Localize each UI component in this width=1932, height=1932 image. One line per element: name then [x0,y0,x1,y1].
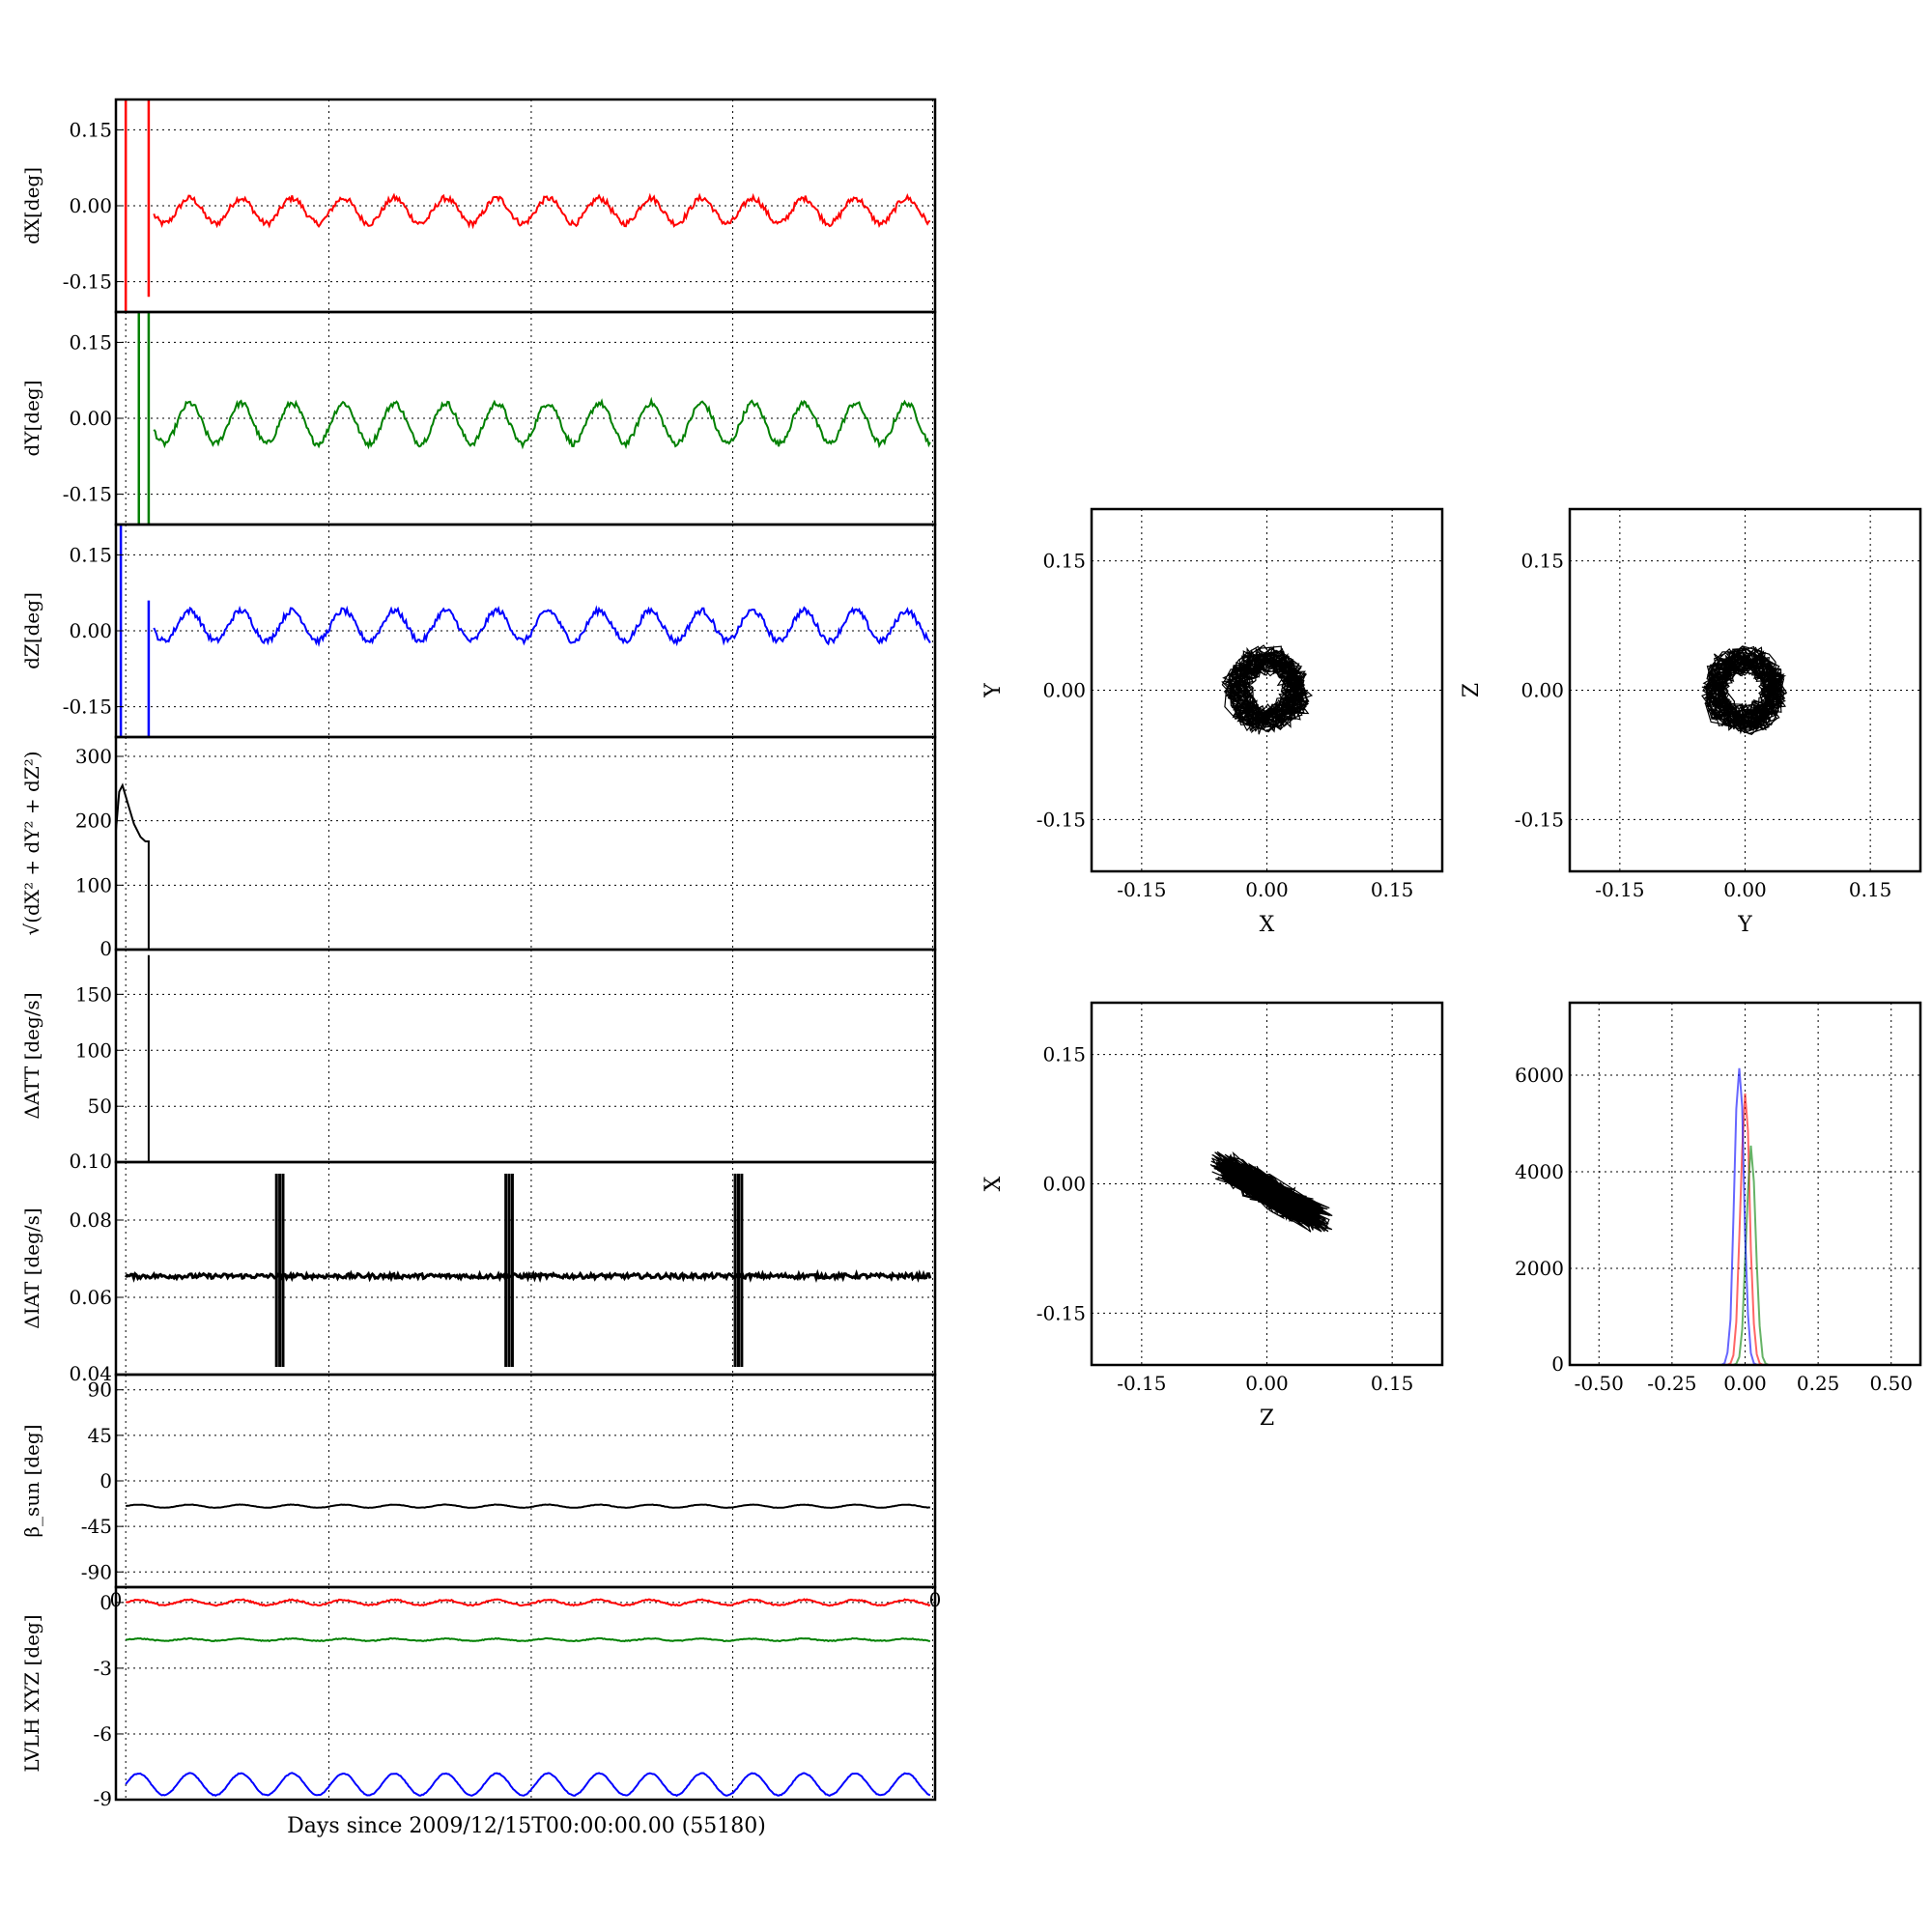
ytick-label-6-4: -90 [81,1560,112,1583]
scatter-ytick-0-0: -0.15 [1037,808,1086,831]
ytick-label-2-0: 0.15 [69,543,112,566]
hist-series-2 [1570,1067,1920,1366]
series-line-5-0 [124,1268,932,1283]
scatter-xtick-3-3: 0.25 [1797,1372,1840,1395]
ytick-label-5-2: 0.04 [69,1362,112,1385]
scatter-trace-1 [1701,645,1788,735]
scatter-xtick-1-2: 0.15 [1849,878,1892,901]
ytick-label-0-0: 0.15 [69,118,112,141]
scatter-trace-0 [1221,644,1314,735]
scatter-xtick-2-1: 0.00 [1245,1372,1289,1395]
series-line-2-0 [153,605,931,648]
ytick-label-1-2: -0.15 [63,483,112,506]
ytick-label-1-0: 0.15 [69,330,112,354]
panel-frame-7 [114,1585,937,1802]
scatter-ytick-2-1: 0.00 [1042,1173,1086,1196]
ytick-label-0-1: 0.00 [69,194,112,217]
time-axis-label: Days since 2009/12/15T00:00:00.00 (55180… [287,1814,766,1838]
ytick-label-3-0: 300 [75,745,112,768]
scatter-ytick-3-1: 4000 [1515,1160,1564,1183]
ylabel-panel-7: LVLH XYZ [deg] [20,1614,43,1772]
ytick-label-4-2: 50 [88,1094,112,1118]
ylabel-panel-2: dZ[deg] [20,592,43,669]
ytick-label-0-2: -0.15 [63,270,112,294]
xtick-label-last: 0 [929,1588,942,1611]
scatter-frame-1 [1568,507,1922,873]
ytick-label-5-1: 0.06 [69,1286,112,1309]
scatter-xtick-3-1: -0.25 [1647,1372,1696,1395]
panel-frame-4 [114,948,937,1164]
ylabel-panel-1: dY[deg] [20,380,43,456]
ytick-label-6-1: 45 [88,1424,112,1447]
scatter-ytick-0-1: 0.00 [1042,679,1086,702]
scatter-xtick-3-2: 0.00 [1723,1372,1767,1395]
ytick-label-6-3: -45 [81,1515,112,1538]
scatter-ytick-3-2: 2000 [1515,1257,1564,1280]
ytick-label-2-1: 0.00 [69,619,112,642]
scatter-ytick-0-2: 0.15 [1042,550,1086,573]
ytick-label-3-2: 100 [75,873,112,896]
ytick-label-1-1: 0.00 [69,407,112,430]
series-line-7-2 [125,1772,931,1798]
ylabel-panel-0: dX[deg] [20,167,43,244]
ytick-label-2-2: -0.15 [63,696,112,719]
scatter-xtick-0-1: 0.00 [1245,878,1289,901]
scatter-ytick-1-1: 0.00 [1520,679,1564,702]
scatter-xtick-2-0: -0.15 [1117,1372,1166,1395]
ytick-label-6-2: 0 [99,1469,112,1492]
series-line-1-0 [153,396,931,450]
scatter-xlabel-1: Y [1737,913,1752,937]
scatter-ytick-3-0: 6000 [1515,1064,1564,1087]
ytick-label-7-1: -3 [94,1657,112,1680]
series-line-3-0 [115,782,150,950]
scatter-frame-0 [1090,507,1444,873]
ytick-label-6-0: 90 [88,1378,112,1402]
scatter-xtick-1-0: -0.15 [1595,878,1644,901]
scatter-xtick-0-2: 0.15 [1371,878,1414,901]
scatter-ylabel-0: Y [981,683,1006,698]
scatter-xtick-2-2: 0.15 [1371,1372,1414,1395]
series-line-7-0 [125,1598,931,1607]
ytick-label-7-0: 0 [99,1591,112,1614]
ytick-label-4-0: 150 [75,982,112,1006]
ytick-label-3-1: 200 [75,810,112,833]
scatter-frame-2 [1090,1001,1444,1367]
scatter-ytick-3-3: 0 [1551,1352,1564,1376]
ytick-label-4-3: 0.10 [69,1150,112,1173]
ylabel-panel-4: ΔATT [deg/s] [20,992,43,1119]
scatter-xtick-1-1: 0.00 [1723,878,1767,901]
scatter-xlabel-2: Z [1260,1406,1274,1431]
ytick-label-7-2: -6 [94,1722,112,1746]
scatter-ytick-2-2: 0.15 [1042,1043,1086,1066]
frames-layer [114,98,1922,1802]
ylabel-panel-5: ΔIAT [deg/s] [20,1208,43,1328]
scatter-xtick-3-4: 0.50 [1869,1372,1913,1395]
scatter-ylabel-2: X [981,1176,1006,1191]
scatter-ytick-1-0: -0.15 [1515,808,1564,831]
ytick-label-3-3: 0 [99,937,112,960]
scatter-xlabel-0: X [1260,913,1275,937]
text-layer: 0.15 0.00 -0.15 dX[deg] 0.15 0.00 -0.15 dY[deg]… [20,118,1913,1810]
scatter-trace-2 [1209,1151,1333,1233]
scatter-xtick-0-0: -0.15 [1117,878,1166,901]
scatter-xtick-3-0: -0.50 [1575,1372,1624,1395]
scatter-frame-3 [1568,1001,1922,1367]
scatter-ylabel-1: Z [1460,683,1484,697]
panel-frame-3 [114,735,937,952]
series-line-7-1 [126,1636,930,1643]
ytick-label-7-3: -9 [94,1787,112,1810]
xtick-label-first: 0 [110,1588,123,1611]
ylabel-panel-3: √(dX² + dY² + dZ²) [20,751,43,935]
ylabel-panel-6: β_sun [deg] [20,1425,43,1538]
panel-frame-5 [114,1160,937,1377]
ytick-label-5-0: 0.08 [69,1208,112,1232]
ytick-label-4-1: 100 [75,1038,112,1062]
series-line-6-0 [125,1503,931,1510]
scatter-ytick-2-0: -0.15 [1037,1301,1086,1324]
data-layer [115,99,1920,1798]
series-line-0-0 [153,192,931,230]
scatter-ytick-1-2: 0.15 [1520,550,1564,573]
